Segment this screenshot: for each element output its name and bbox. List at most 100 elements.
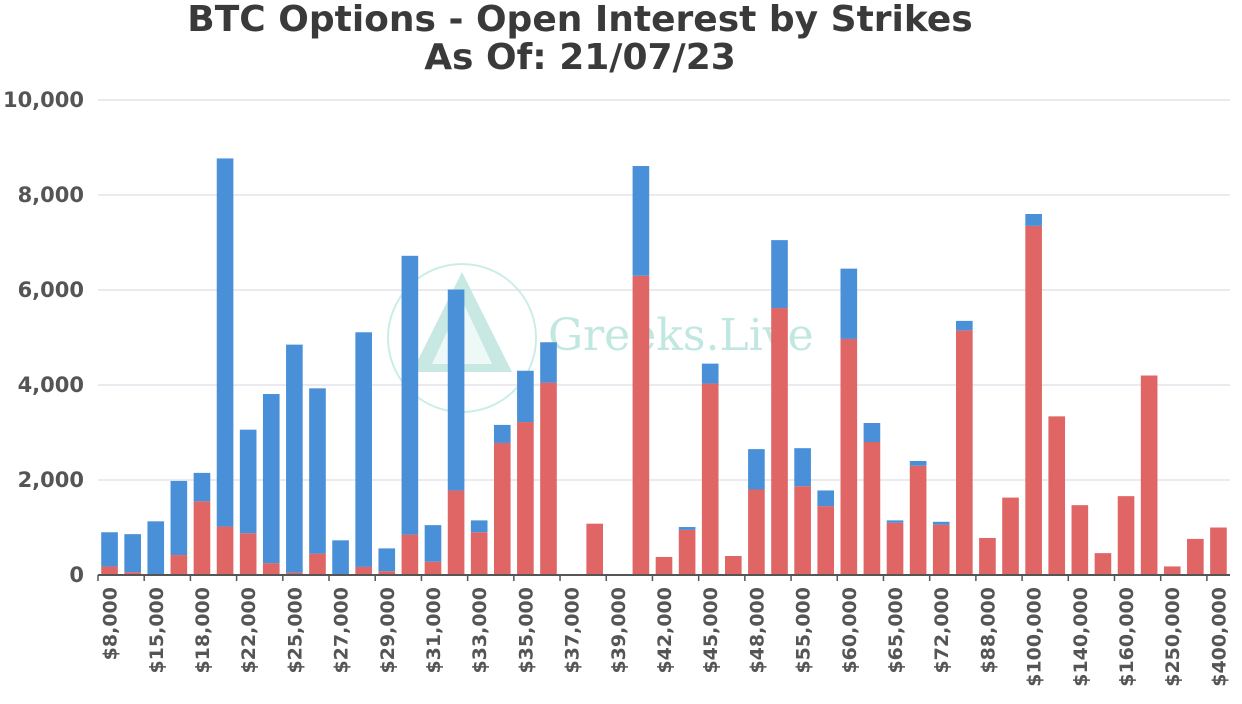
bar-blue bbox=[309, 388, 326, 554]
bar-red bbox=[794, 486, 811, 575]
bar-blue bbox=[124, 534, 141, 573]
x-tick-label: $100,000 bbox=[1024, 587, 1046, 687]
x-tick-label: $42,000 bbox=[654, 587, 676, 674]
bar-blue bbox=[239, 429, 257, 534]
bar-red bbox=[1025, 225, 1042, 575]
bar-blue bbox=[401, 255, 419, 535]
bar-red bbox=[1140, 375, 1158, 575]
bar-red bbox=[1117, 496, 1135, 575]
bar-blue bbox=[101, 532, 118, 567]
bar-blue bbox=[678, 527, 696, 530]
x-tick-label: $250,000 bbox=[1162, 587, 1184, 687]
watermark-text: Greeks.Live bbox=[548, 310, 814, 361]
bar-red bbox=[1210, 527, 1227, 575]
x-tick-label: $45,000 bbox=[700, 587, 722, 674]
x-tick-label: $33,000 bbox=[469, 587, 491, 674]
bar-red bbox=[239, 533, 257, 575]
bar-red bbox=[1071, 505, 1089, 575]
bar-blue bbox=[1025, 214, 1042, 226]
bar-blue bbox=[517, 370, 534, 423]
bar-blue bbox=[424, 525, 442, 562]
x-tick-label: $31,000 bbox=[423, 587, 445, 674]
y-tick-label: 2,000 bbox=[18, 468, 84, 492]
x-tick-label: $140,000 bbox=[1070, 587, 1092, 687]
y-tick-label: 10,000 bbox=[3, 88, 84, 112]
bar-red bbox=[517, 422, 534, 575]
x-tick-label: $8,000 bbox=[100, 587, 122, 660]
bar-red bbox=[1048, 416, 1066, 575]
chart-title: BTC Options - Open Interest by Strikes bbox=[187, 0, 973, 40]
bar-blue bbox=[216, 158, 234, 527]
bar-red bbox=[493, 442, 511, 575]
y-tick-label: 0 bbox=[69, 563, 84, 587]
bar-red bbox=[701, 383, 719, 575]
bar-red bbox=[678, 529, 696, 575]
bar-red bbox=[724, 556, 742, 575]
bar-blue bbox=[817, 490, 835, 507]
bar-blue bbox=[262, 394, 280, 564]
bar-blue bbox=[840, 268, 858, 339]
bar-red bbox=[378, 571, 396, 575]
x-tick-label: $55,000 bbox=[793, 587, 815, 674]
axis-layer: 0 2,000 4,000 6,000 8,000 10,000 $8,000 $15,000… bbox=[3, 88, 1230, 687]
bar-blue bbox=[470, 520, 488, 533]
x-tick-label: $18,000 bbox=[192, 587, 214, 674]
bar-red bbox=[632, 275, 650, 575]
x-tick-label: $65,000 bbox=[885, 587, 907, 674]
y-tick-label: 8,000 bbox=[18, 183, 84, 207]
x-tick-label: $35,000 bbox=[515, 587, 537, 674]
x-tick-label: $72,000 bbox=[931, 587, 953, 674]
bar-red bbox=[262, 563, 280, 575]
x-tick-label: $48,000 bbox=[746, 587, 768, 674]
bar-red bbox=[771, 308, 788, 575]
bar-red bbox=[447, 490, 465, 575]
bar-blue bbox=[447, 289, 465, 491]
bar-red bbox=[1187, 538, 1204, 575]
bar-red bbox=[956, 330, 973, 575]
bar-red bbox=[1002, 497, 1019, 575]
bar-red bbox=[586, 523, 604, 575]
bar-red bbox=[540, 382, 557, 575]
bar-red bbox=[1094, 553, 1112, 575]
bars-layer bbox=[101, 158, 1227, 575]
bar-blue bbox=[378, 548, 396, 572]
bar-blue bbox=[794, 448, 811, 487]
bar-red bbox=[1163, 566, 1181, 575]
bar-red bbox=[424, 561, 442, 575]
x-tick-label: $60,000 bbox=[839, 587, 861, 674]
bar-blue bbox=[193, 472, 211, 502]
bar-red bbox=[748, 489, 765, 575]
x-tick-label: $15,000 bbox=[146, 587, 168, 674]
bar-red bbox=[216, 526, 234, 575]
bar-red bbox=[193, 501, 211, 575]
bar-red bbox=[909, 465, 927, 575]
bar-red bbox=[355, 566, 372, 575]
bar-red bbox=[309, 553, 326, 575]
bar-red bbox=[101, 566, 118, 575]
x-tick-label: $25,000 bbox=[284, 587, 306, 674]
bar-blue bbox=[493, 424, 511, 443]
bar-blue bbox=[771, 240, 788, 309]
bar-blue bbox=[632, 166, 650, 276]
bar-blue bbox=[863, 423, 881, 442]
x-tick-label: $88,000 bbox=[977, 587, 999, 674]
bar-blue bbox=[170, 480, 188, 556]
bar-red bbox=[286, 572, 303, 575]
bar-red bbox=[863, 442, 881, 575]
y-tick-label: 6,000 bbox=[18, 278, 84, 302]
bar-blue bbox=[748, 449, 765, 490]
bar-blue bbox=[956, 320, 973, 331]
bar-red bbox=[401, 534, 419, 575]
bar-red bbox=[124, 572, 141, 575]
y-tick-label: 4,000 bbox=[18, 373, 84, 397]
chart-subtitle: As Of: 21/07/23 bbox=[424, 37, 736, 78]
bar-red bbox=[979, 537, 996, 575]
bar-blue bbox=[286, 344, 303, 573]
bar-red bbox=[886, 522, 904, 575]
bar-blue bbox=[909, 461, 927, 466]
bar-blue bbox=[932, 521, 950, 525]
bar-red bbox=[817, 506, 835, 575]
bar-blue bbox=[701, 363, 719, 384]
x-tick-label: $22,000 bbox=[238, 587, 260, 674]
